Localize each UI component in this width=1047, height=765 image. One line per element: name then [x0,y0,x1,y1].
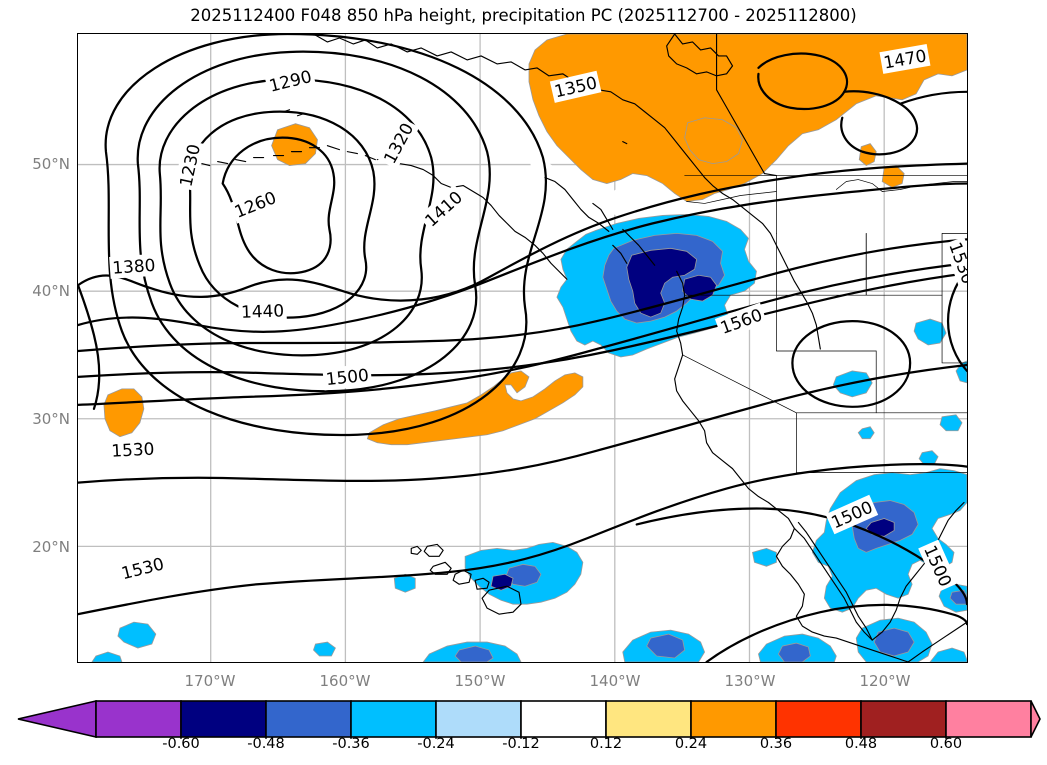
svg-text:1440: 1440 [241,300,285,321]
cb-tick-0.60: 0.60 [929,736,963,752]
svg-text:1230: 1230 [175,142,204,188]
cb-tick--0.60: -0.60 [162,736,200,752]
ytick-label-40n: 40°N [32,282,70,300]
ytick-label-50n: 50°N [32,155,70,173]
map-canvas: 1290 1230 1260 1320 [78,34,967,662]
cb-tick-0.24: 0.24 [674,736,708,752]
xtick-label-130w: 130°W [724,672,776,690]
svg-text:1530: 1530 [945,239,967,286]
contour-labels: 1290 1230 1260 1320 [108,43,967,593]
xtick-label-160w: 160°W [319,672,371,690]
xtick-label-150w: 150°W [454,672,506,690]
cb-tick--0.36: -0.36 [332,736,370,752]
cb-tick--0.48: -0.48 [247,736,285,752]
cb-extend-low [17,699,97,739]
cb-tick--0.24: -0.24 [417,736,455,752]
cb-tick--0.12: -0.12 [502,736,540,752]
coastlines [187,34,967,662]
colorbar-swatches [17,699,1041,739]
svg-text:1530: 1530 [111,439,155,461]
cb-extend-high [1030,700,1041,738]
svg-text:1380: 1380 [112,255,156,278]
svg-text:1260: 1260 [231,187,278,222]
svg-text:1500: 1500 [325,365,370,389]
height-contours [78,34,967,662]
cb-tick-0.36: 0.36 [759,736,793,752]
svg-text:1320: 1320 [379,119,417,166]
map-panel: 1290 1230 1260 1320 [77,33,968,663]
cb-tick-0.12: 0.12 [589,736,623,752]
cb-tick-0.48: 0.48 [844,736,878,752]
ytick-label-30n: 30°N [32,410,70,428]
page-title: 2025112400 F048 850 hPa height, precipit… [190,6,857,25]
ytick-label-20n: 20°N [32,538,70,556]
xtick-label-120w: 120°W [859,672,911,690]
colorbar: -0.60 -0.48 -0.36 -0.24 -0.12 0.12 0.24 … [0,699,1047,765]
xtick-label-140w: 140°W [589,672,641,690]
xtick-label-170w: 170°W [184,672,236,690]
